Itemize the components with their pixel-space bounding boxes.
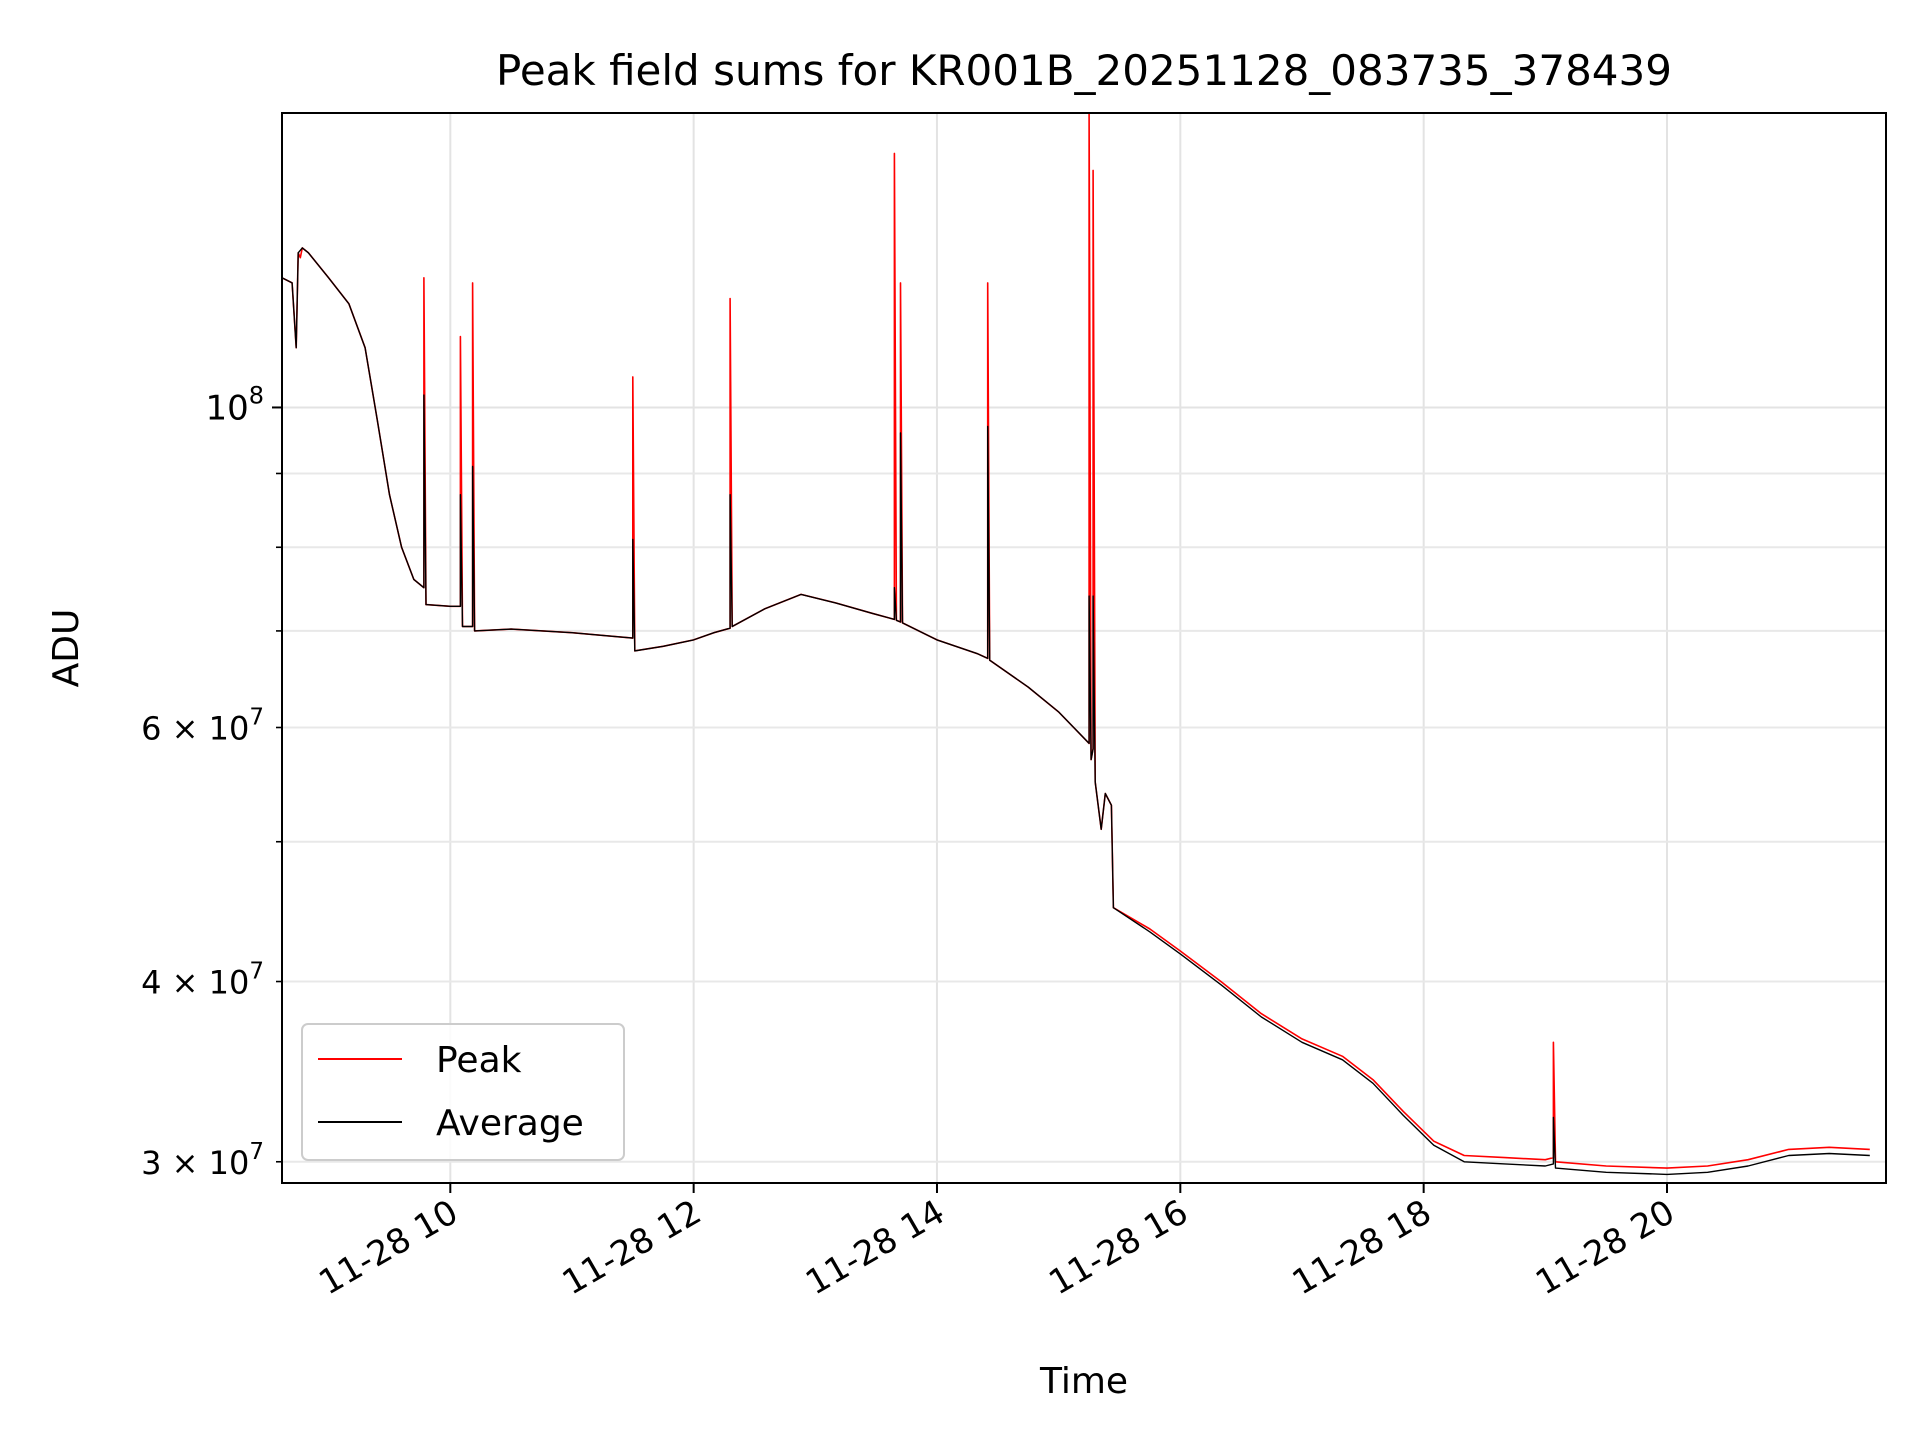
series-line-average (281, 247, 1870, 1176)
chart-title: Peak field sums for KR001B_20251128_0837… (496, 46, 1672, 95)
legend-label-average: Average (436, 1103, 584, 1144)
series-layer (281, 112, 1870, 1176)
y-tick-label: 108 (205, 381, 264, 428)
grid-layer (282, 113, 1886, 1183)
x-axis-label: Time (1039, 1361, 1128, 1402)
plot-frame (281, 112, 1887, 1184)
y-axis-label: ADU (46, 609, 87, 688)
legend: Peak Average (301, 1023, 625, 1161)
y-tick-label: 3 × 107 (141, 1139, 264, 1182)
y-tick-label: 6 × 107 (141, 704, 264, 747)
legend-label-peak: Peak (436, 1040, 522, 1081)
y-tick-label: 4 × 107 (141, 959, 264, 1002)
